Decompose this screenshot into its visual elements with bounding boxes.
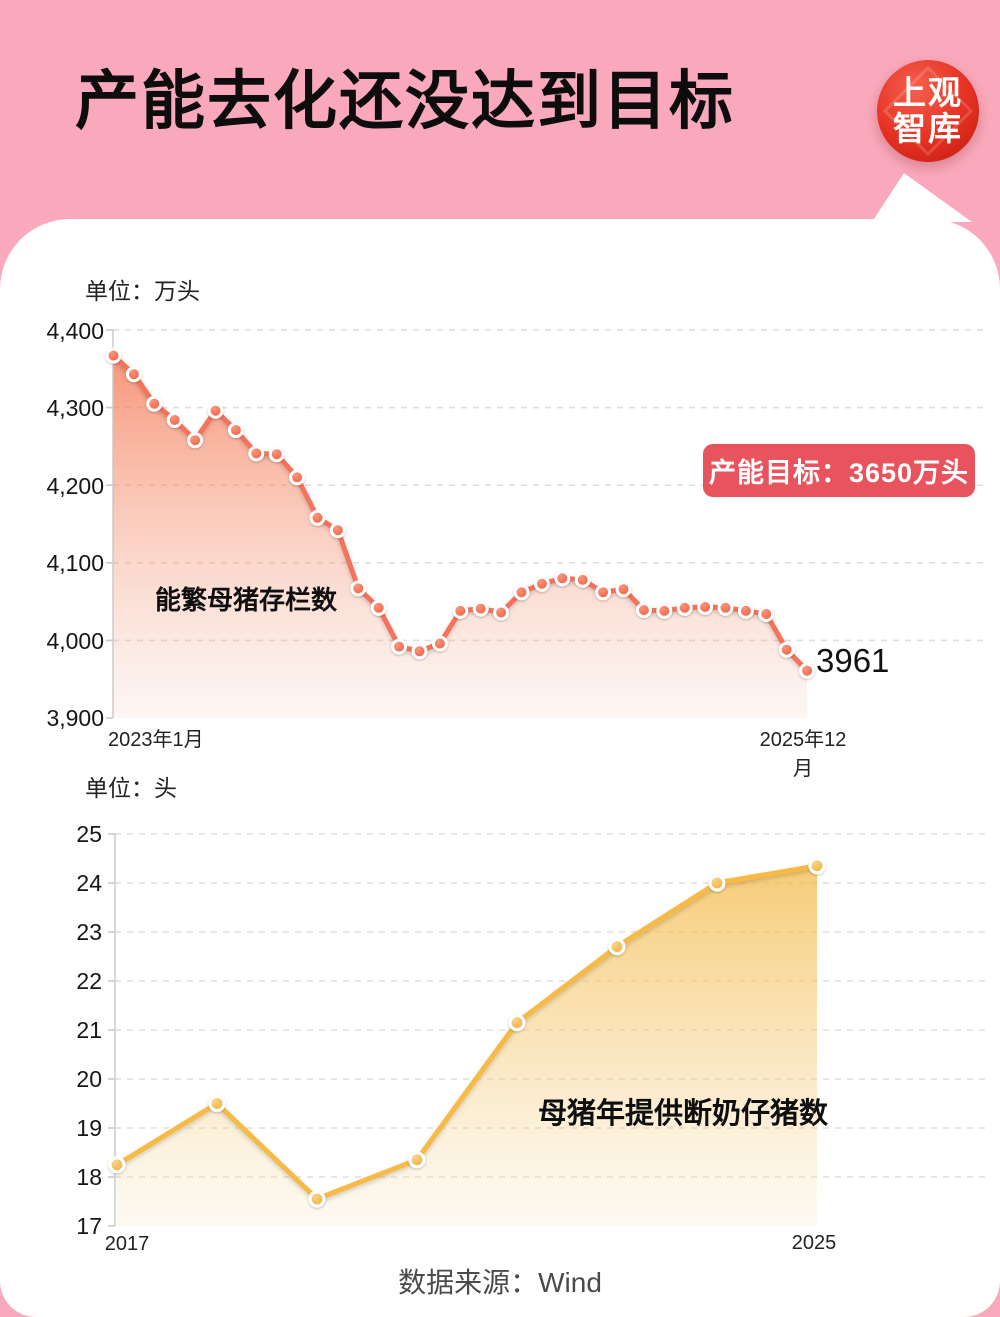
chart2-xtick-start: 2017: [104, 1233, 150, 1255]
chart1-unit-label: 单位：万头: [85, 278, 200, 304]
sow-inventory-chart-data-point: [411, 643, 428, 660]
sow-inventory-chart-data-point: [737, 602, 754, 619]
chart2-xtick-end: 2025: [791, 1232, 837, 1254]
chart2-ytick-19: 19: [76, 1115, 102, 1141]
chart2-ytick-21: 21: [76, 1017, 102, 1043]
sow-inventory-chart-data-point: [676, 599, 693, 616]
sow-inventory-chart-data-point: [656, 602, 673, 619]
sow-inventory-chart-data-point: [615, 581, 632, 598]
sow-inventory-chart-data-point: [207, 402, 224, 419]
data-source-note: 数据来源：Wind: [398, 1267, 602, 1298]
sow-inventory-chart-data-point: [533, 575, 550, 592]
sow-inventory-chart-data-point: [717, 599, 734, 616]
chart1-xtick-start: 2023年1月: [108, 729, 204, 751]
sow-inventory-chart-data-point: [431, 635, 448, 652]
sow-inventory-chart-data-point: [329, 522, 346, 539]
weaned-piglets-chart-data-point: [508, 1014, 526, 1032]
sow-inventory-chart-data-point: [778, 641, 795, 658]
capacity-target-callout: 产能目标：3650万头: [703, 444, 975, 497]
sow-inventory-chart-data-point: [187, 432, 204, 449]
sow-inventory-chart-data-point: [309, 509, 326, 526]
sow-inventory-chart-data-point: [125, 366, 142, 383]
sow-inventory-chart-data-point: [635, 602, 652, 619]
page-title: 产能去化还没达到目标: [75, 65, 735, 137]
chart1-ytick-4200: 4,200: [46, 473, 104, 499]
sow-inventory-chart-data-point: [758, 606, 775, 622]
chart1-ytick-4400: 4,400: [46, 318, 104, 344]
logo-text-line1: 上观: [893, 73, 963, 111]
logo-text: 上观 智库: [893, 73, 963, 148]
chart1-series-label: 能繁母猪存栏数: [155, 585, 338, 615]
sow-inventory-chart-data-point: [248, 445, 265, 462]
chart1-ytick-4100: 4,100: [46, 550, 104, 576]
sow-inventory-chart-data-point: [472, 600, 489, 617]
brand-logo: 上观 智库: [877, 60, 979, 162]
weaned-piglets-chart-data-point: [208, 1094, 226, 1113]
chart2-ytick-17: 17: [76, 1213, 102, 1239]
sow-inventory-chart: [105, 329, 986, 719]
sow-inventory-chart-data-point: [595, 584, 612, 601]
sow-inventory-chart-data-point: [105, 347, 122, 364]
chart2-ytick-20: 20: [76, 1066, 102, 1092]
sow-inventory-chart-data-point: [227, 422, 244, 439]
weaned-piglets-chart-data-point: [608, 938, 626, 956]
chart2-ytick-24: 24: [76, 870, 102, 896]
weaned-piglets-chart-markers: [108, 857, 826, 1208]
sow-inventory-chart-data-point: [166, 412, 183, 428]
sow-inventory-chart-data-point: [574, 571, 591, 588]
sow-inventory-chart-data-point: [493, 604, 510, 621]
weaned-piglets-chart-data-point: [408, 1151, 426, 1169]
sow-inventory-chart-data-point: [452, 602, 469, 619]
chart1-ytick-4000: 4,000: [46, 628, 104, 654]
weaned-piglets-chart-area: [117, 865, 817, 1226]
weaned-piglets-chart-data-point: [808, 857, 826, 875]
sow-inventory-chart-data-point: [289, 469, 306, 486]
chart2-ytick-23: 23: [76, 919, 102, 945]
weaned-piglets-chart-line: [114, 863, 820, 1202]
sow-inventory-chart-data-point: [554, 570, 571, 587]
weaned-piglets-chart-data-point: [108, 1156, 126, 1174]
weaned-piglets-chart: [108, 833, 986, 1227]
chart2-series-label: 母猪年提供断奶仔猪数: [538, 1098, 829, 1130]
chart1-end-value-label: 3961: [816, 642, 890, 679]
sow-inventory-chart-data-point: [146, 395, 163, 412]
sow-inventory-chart-data-point: [350, 580, 367, 597]
sow-inventory-chart-data-point: [391, 638, 408, 655]
sow-inventory-chart-data-point: [268, 446, 285, 463]
sow-inventory-chart-data-point: [513, 584, 530, 601]
weaned-piglets-chart-data-point: [308, 1190, 326, 1208]
chart1-xtick-end: 2025年12月: [759, 729, 847, 780]
sow-inventory-chart-data-point: [697, 599, 714, 615]
sow-inventory-chart-area: [113, 355, 808, 718]
chart2-ytick-22: 22: [76, 968, 102, 994]
weaned-piglets-chart-data-point: [708, 874, 726, 892]
chart2-ytick-18: 18: [76, 1164, 102, 1190]
chart2-unit-label: 单位：头: [85, 775, 177, 801]
chart1-ytick-3900: 3,900: [46, 705, 104, 731]
chart2-ytick-25: 25: [76, 821, 102, 847]
sow-inventory-chart-data-point: [799, 662, 816, 679]
logo-text-line2: 智库: [893, 110, 963, 147]
chart1-ytick-4300: 4,300: [46, 395, 104, 421]
sow-inventory-chart-data-point: [370, 599, 387, 616]
sow-inventory-chart-markers: [105, 347, 816, 679]
